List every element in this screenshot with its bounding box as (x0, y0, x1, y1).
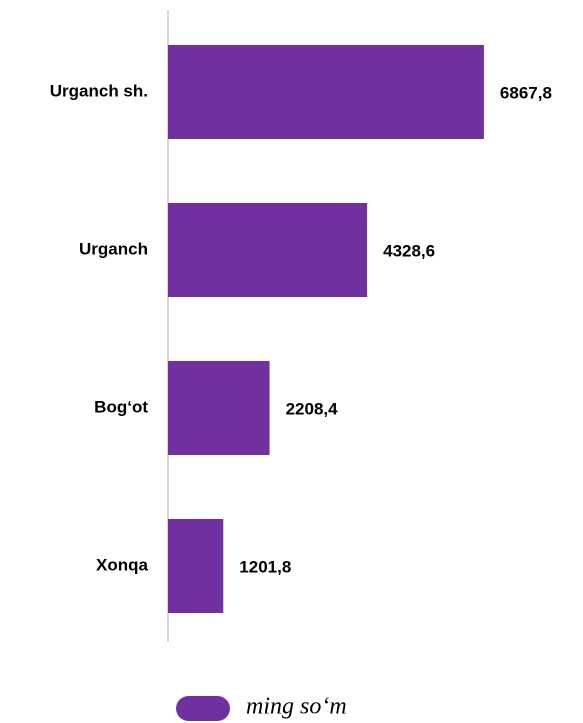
y-tick-label: Bog‘ot (94, 397, 148, 416)
y-tick-label: Xonqa (96, 555, 148, 574)
data-label: 2208,4 (286, 399, 339, 418)
bar (168, 45, 484, 139)
data-label: 4328,6 (383, 241, 435, 260)
bar (168, 361, 270, 455)
y-tick-label: Urganch sh. (50, 81, 148, 100)
y-tick-label: Urganch (79, 239, 148, 258)
legend-label: ming so‘m (246, 694, 347, 720)
data-label: 1201,8 (239, 557, 291, 576)
bar (168, 203, 368, 297)
legend-swatch (176, 696, 230, 721)
data-label: 6867,8 (500, 83, 552, 102)
bar (168, 519, 224, 613)
